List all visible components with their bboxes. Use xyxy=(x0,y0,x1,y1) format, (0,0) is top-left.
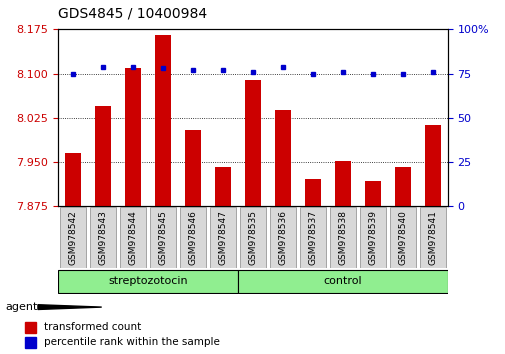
Text: GDS4845 / 10400984: GDS4845 / 10400984 xyxy=(58,6,207,21)
Text: GSM978543: GSM978543 xyxy=(98,210,108,265)
Bar xyxy=(58,270,237,292)
Bar xyxy=(95,106,111,206)
Bar xyxy=(329,207,356,268)
Bar xyxy=(25,321,36,333)
Polygon shape xyxy=(38,305,102,309)
Bar xyxy=(184,130,201,206)
Bar xyxy=(334,161,350,206)
Bar xyxy=(179,207,206,268)
Text: GSM978542: GSM978542 xyxy=(69,210,78,265)
Bar xyxy=(120,207,146,268)
Bar xyxy=(239,207,266,268)
Bar xyxy=(149,207,176,268)
Bar xyxy=(60,207,86,268)
Text: streptozotocin: streptozotocin xyxy=(108,276,187,286)
Bar xyxy=(299,207,326,268)
Bar xyxy=(419,207,445,268)
Text: GSM978545: GSM978545 xyxy=(158,210,167,265)
Text: GSM978538: GSM978538 xyxy=(338,210,347,265)
Bar xyxy=(304,179,321,206)
Bar xyxy=(125,68,141,206)
Text: GSM978546: GSM978546 xyxy=(188,210,197,265)
Bar xyxy=(364,181,380,206)
Bar xyxy=(424,125,440,206)
Text: agent: agent xyxy=(5,302,37,312)
Bar xyxy=(25,337,36,348)
Bar xyxy=(389,207,415,268)
Bar xyxy=(155,35,171,206)
Text: GSM978541: GSM978541 xyxy=(427,210,436,265)
Bar xyxy=(210,207,236,268)
Text: control: control xyxy=(323,276,362,286)
Bar xyxy=(214,167,231,206)
Bar xyxy=(90,207,116,268)
Text: GSM978535: GSM978535 xyxy=(248,210,257,265)
Bar xyxy=(359,207,385,268)
Bar xyxy=(244,80,261,206)
Text: GSM978536: GSM978536 xyxy=(278,210,287,265)
Bar xyxy=(274,110,291,206)
Text: GSM978537: GSM978537 xyxy=(308,210,317,265)
Text: GSM978539: GSM978539 xyxy=(368,210,377,265)
Bar xyxy=(394,167,410,206)
Text: GSM978540: GSM978540 xyxy=(397,210,407,265)
Text: transformed count: transformed count xyxy=(44,322,141,332)
Text: GSM978547: GSM978547 xyxy=(218,210,227,265)
Text: percentile rank within the sample: percentile rank within the sample xyxy=(44,337,220,347)
Bar xyxy=(237,270,447,292)
Bar xyxy=(269,207,295,268)
Text: GSM978544: GSM978544 xyxy=(128,210,137,265)
Bar xyxy=(65,153,81,206)
